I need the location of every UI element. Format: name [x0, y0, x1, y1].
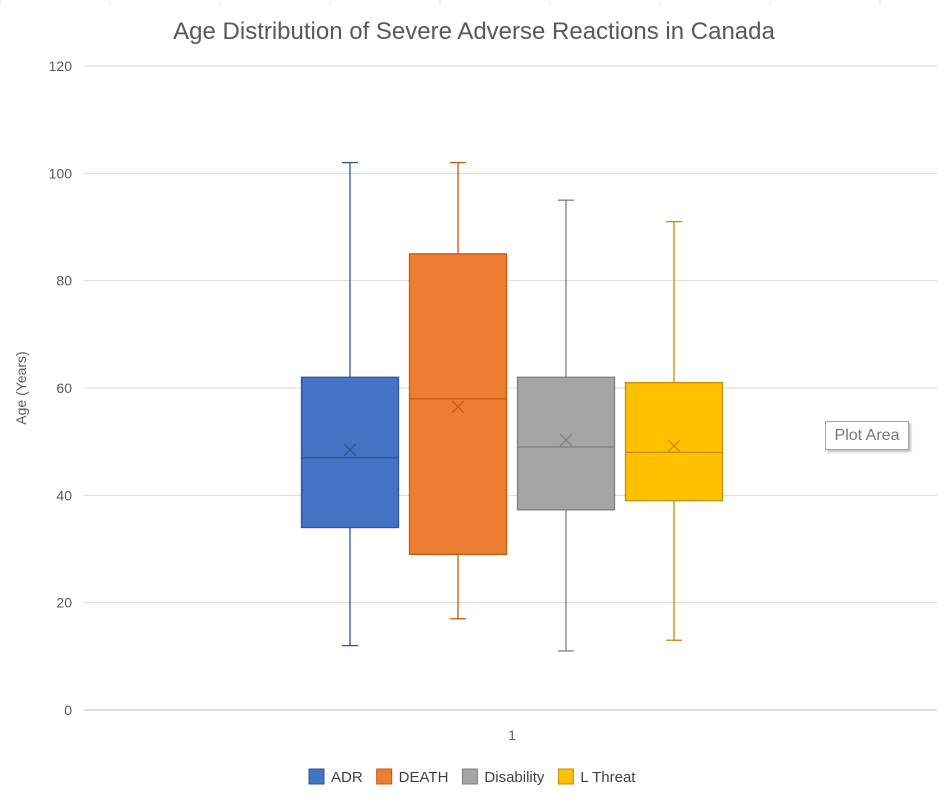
legend-item-adr: ADR	[308, 768, 363, 786]
legend-label: ADR	[331, 769, 363, 786]
box-death	[408, 161, 508, 620]
mean-marker	[667, 439, 681, 453]
x-tick-label: 1	[508, 727, 516, 743]
box-adr	[300, 161, 400, 647]
y-tick-label: 100	[49, 165, 73, 181]
y-gridlines	[84, 65, 937, 711]
y-tick-label: 20	[56, 595, 72, 611]
plot-area-tooltip: Plot Area	[825, 421, 909, 450]
box-iqr	[300, 376, 400, 529]
box-l-threat	[624, 220, 724, 641]
legend-swatch	[376, 768, 393, 785]
legend-swatch	[557, 768, 574, 785]
legend-item-disability: Disability	[461, 768, 545, 786]
y-tick-label: 120	[49, 58, 73, 74]
sheet-gridlines	[0, 0, 881, 6]
legend-label: Disability	[484, 769, 545, 786]
chart-title: Age Distribution of Severe Adverse React…	[173, 18, 775, 45]
y-tick-label: 60	[56, 380, 72, 396]
mean-marker	[451, 400, 465, 414]
y-tick-label: 40	[56, 487, 72, 503]
legend-item-death: DEATH	[376, 768, 449, 786]
legend-swatch	[461, 768, 478, 785]
box-iqr	[408, 253, 508, 556]
box-disability	[516, 199, 616, 652]
y-tick-label: 0	[64, 702, 72, 718]
legend-label: L Threat	[580, 769, 636, 786]
y-tick-label: 80	[56, 273, 72, 289]
mean-marker	[559, 433, 573, 447]
box-plots	[300, 161, 724, 652]
legend-label: DEATH	[399, 769, 449, 786]
legend-swatch	[308, 768, 325, 785]
y-tick-labels: 0 20 40 60 80 100 120	[49, 58, 73, 718]
legend-item-l-threat: L Threat	[557, 768, 636, 786]
mean-marker	[343, 443, 357, 457]
box-iqr	[624, 381, 724, 502]
legend: ADR DEATH Disability L Threat	[308, 768, 636, 786]
box-iqr	[516, 376, 616, 511]
y-axis-title: Age (Years)	[13, 351, 29, 424]
